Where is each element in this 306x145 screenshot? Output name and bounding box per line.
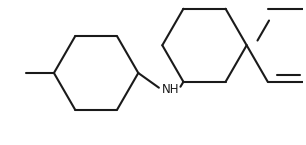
Text: NH: NH xyxy=(162,83,179,96)
